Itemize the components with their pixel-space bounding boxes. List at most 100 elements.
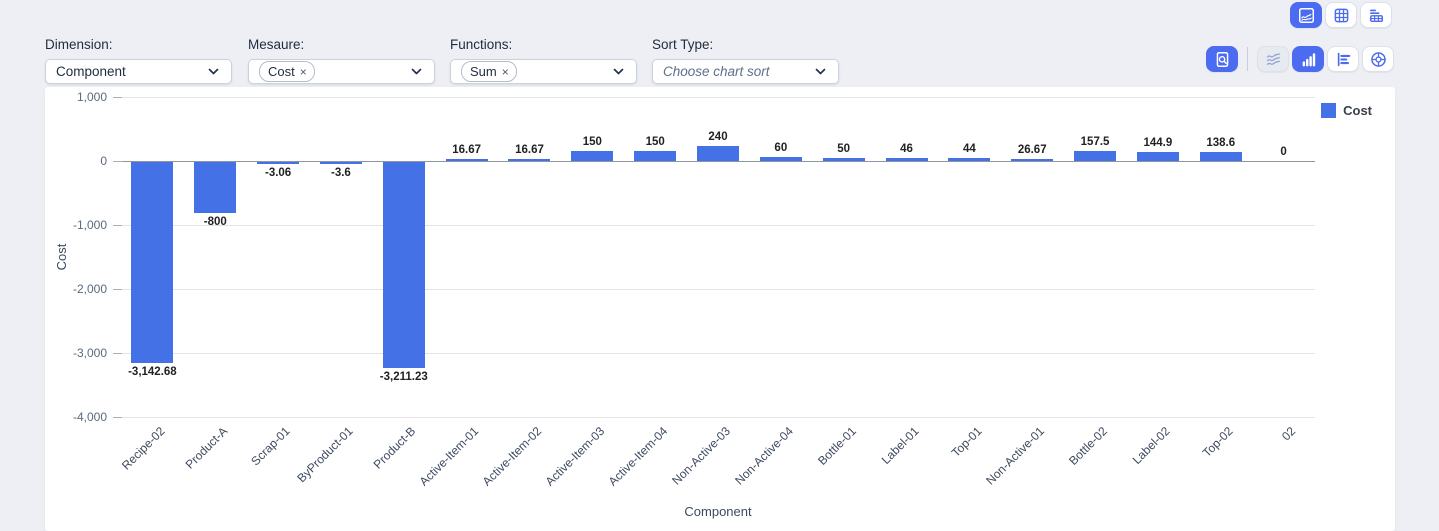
sort-type-label: Sort Type: — [652, 37, 714, 52]
data-grid-icon[interactable] — [1325, 2, 1357, 28]
x-axis-category-label: Bottle-01 — [814, 424, 859, 468]
measure-select[interactable]: Cost × — [248, 59, 435, 84]
functions-select[interactable]: Sum × — [450, 59, 637, 84]
pivot-table-icon[interactable] — [1360, 2, 1392, 28]
chevron-down-icon — [206, 64, 221, 79]
tag-label: Sum — [470, 64, 497, 79]
bar-value-label: 240 — [708, 130, 728, 143]
bar-ByProduct-01 — [319, 162, 362, 164]
chart-card: 1,000 0 -1,000 -2,000 -3,000 -4,000 -3,142.68 R… — [45, 87, 1395, 531]
sort-type-control: Sort Type: Choose chart sort — [652, 37, 839, 84]
y-tick-label: 0 — [100, 154, 107, 168]
x-axis-category-label: Active-Item-02 — [479, 424, 545, 489]
donut-chart-icon[interactable] — [1362, 46, 1394, 72]
sort-type-select[interactable]: Choose chart sort — [652, 59, 839, 84]
bar-Active-Item-01 — [445, 159, 488, 161]
gridline — [121, 225, 1315, 226]
y-axis-title: Cost — [54, 243, 69, 271]
y-tick-label: -3,000 — [72, 346, 107, 360]
functions-control: Functions: Sum × — [450, 37, 637, 84]
y-tick-mark — [113, 417, 122, 418]
bar-value-label: 44 — [962, 143, 976, 156]
y-tick-mark — [113, 161, 122, 162]
bar-value-label: -3.06 — [264, 167, 292, 179]
legend[interactable]: Cost — [1321, 103, 1372, 118]
measure-control: Mesaure: Cost × — [248, 37, 435, 84]
bar-value-label: 16.67 — [515, 144, 544, 156]
bar-value-label: 46 — [900, 143, 913, 156]
plot-area: 1,000 0 -1,000 -2,000 -3,000 -4,000 -3,142.68 R… — [45, 87, 1395, 531]
chevron-down-icon — [611, 64, 626, 79]
report-preview-icon[interactable] — [1206, 46, 1238, 72]
x-axis-category-label: Active-Item-04 — [605, 424, 671, 489]
bar-Label-02 — [1136, 151, 1179, 161]
bar-Non-Active-03 — [697, 145, 739, 161]
remove-tag-icon[interactable]: × — [299, 64, 307, 79]
toolbar-divider — [1247, 47, 1248, 71]
bar-Active-Item-04 — [634, 151, 677, 161]
bar-value-label: 26.67 — [1017, 144, 1047, 156]
chart-type-toolbar — [1206, 46, 1394, 72]
tag-label: Cost — [268, 64, 295, 79]
x-axis-title: Component — [684, 504, 752, 519]
bar-Non-Active-04 — [759, 157, 802, 161]
x-axis-category-label: Recipe-02 — [118, 424, 168, 473]
bar-value-label: 60 — [774, 142, 788, 155]
x-axis-category-label: Product-B — [371, 424, 419, 472]
bar-Top-01 — [948, 158, 991, 161]
dimension-label: Dimension: — [45, 37, 113, 52]
gridline — [121, 161, 1315, 162]
legend-swatch — [1321, 103, 1337, 118]
x-axis-category-label: Bottle-02 — [1066, 424, 1110, 468]
bar-value-label: 50 — [837, 142, 851, 155]
sort-type-placeholder: Choose chart sort — [663, 64, 770, 79]
functions-tag: Sum × — [461, 61, 517, 82]
x-axis-category-label: Label-02 — [1129, 424, 1173, 467]
x-axis-category-label: ByProduct-01 — [294, 424, 356, 486]
x-axis-category-label: Active-Item-03 — [542, 424, 608, 489]
x-axis-category-label: Non-Active-04 — [732, 424, 796, 488]
y-tick-mark — [113, 225, 122, 226]
x-axis-category-label: Product-A — [182, 424, 231, 472]
dimension-select[interactable]: Component — [45, 59, 232, 84]
bar-value-label: 144.9 — [1143, 136, 1173, 149]
bar-chart-icon[interactable] — [1292, 46, 1324, 72]
horizontal-bar-chart-icon[interactable] — [1327, 46, 1359, 72]
x-axis-category-label: Non-Active-03 — [669, 424, 733, 488]
bar-value-label: 157.5 — [1080, 135, 1110, 148]
x-axis-category-label: Non-Active-01 — [983, 424, 1048, 488]
view-toolbar — [1290, 2, 1392, 28]
measure-tag: Cost × — [259, 61, 315, 82]
bar-Recipe-02 — [131, 162, 174, 364]
bar-Product-B — [382, 162, 425, 368]
legend-label: Cost — [1343, 103, 1372, 118]
remove-tag-icon[interactable]: × — [501, 64, 509, 79]
x-axis-category-label: Label-01 — [878, 424, 922, 467]
measure-label: Mesaure: — [248, 37, 305, 52]
bar-value-label: 0 — [1280, 146, 1287, 158]
y-tick-label: -4,000 — [72, 410, 107, 424]
bar-Active-Item-02 — [508, 159, 551, 161]
y-tick-mark — [113, 97, 122, 98]
bar-value-label: -3,142.68 — [128, 366, 177, 379]
gridline — [121, 97, 1315, 98]
bar-value-label: -3.6 — [331, 167, 351, 179]
x-axis-category-label: Top-02 — [1199, 424, 1236, 460]
area-chart-icon[interactable] — [1257, 46, 1289, 72]
functions-label: Functions: — [450, 37, 513, 52]
y-tick-mark — [113, 289, 122, 290]
chevron-down-icon — [409, 64, 424, 79]
y-tick-label: -1,000 — [72, 218, 107, 232]
bar-value-label: 138.6 — [1206, 137, 1236, 150]
bar-Scrap-01 — [257, 162, 300, 164]
bar-value-label: -3,211.23 — [379, 370, 428, 383]
x-axis-category-label: 02 — [1279, 424, 1299, 444]
bar-Top-02 — [1199, 152, 1242, 161]
x-axis-category-label: Scrap-01 — [248, 424, 293, 469]
sketch-chart-icon[interactable] — [1290, 2, 1322, 28]
y-tick-mark — [113, 353, 122, 354]
x-axis-category-label: Top-01 — [948, 424, 985, 460]
bar-Product-A — [194, 162, 237, 214]
dimension-control: Dimension: Component — [45, 37, 232, 84]
bar-value-label: 150 — [645, 136, 665, 149]
